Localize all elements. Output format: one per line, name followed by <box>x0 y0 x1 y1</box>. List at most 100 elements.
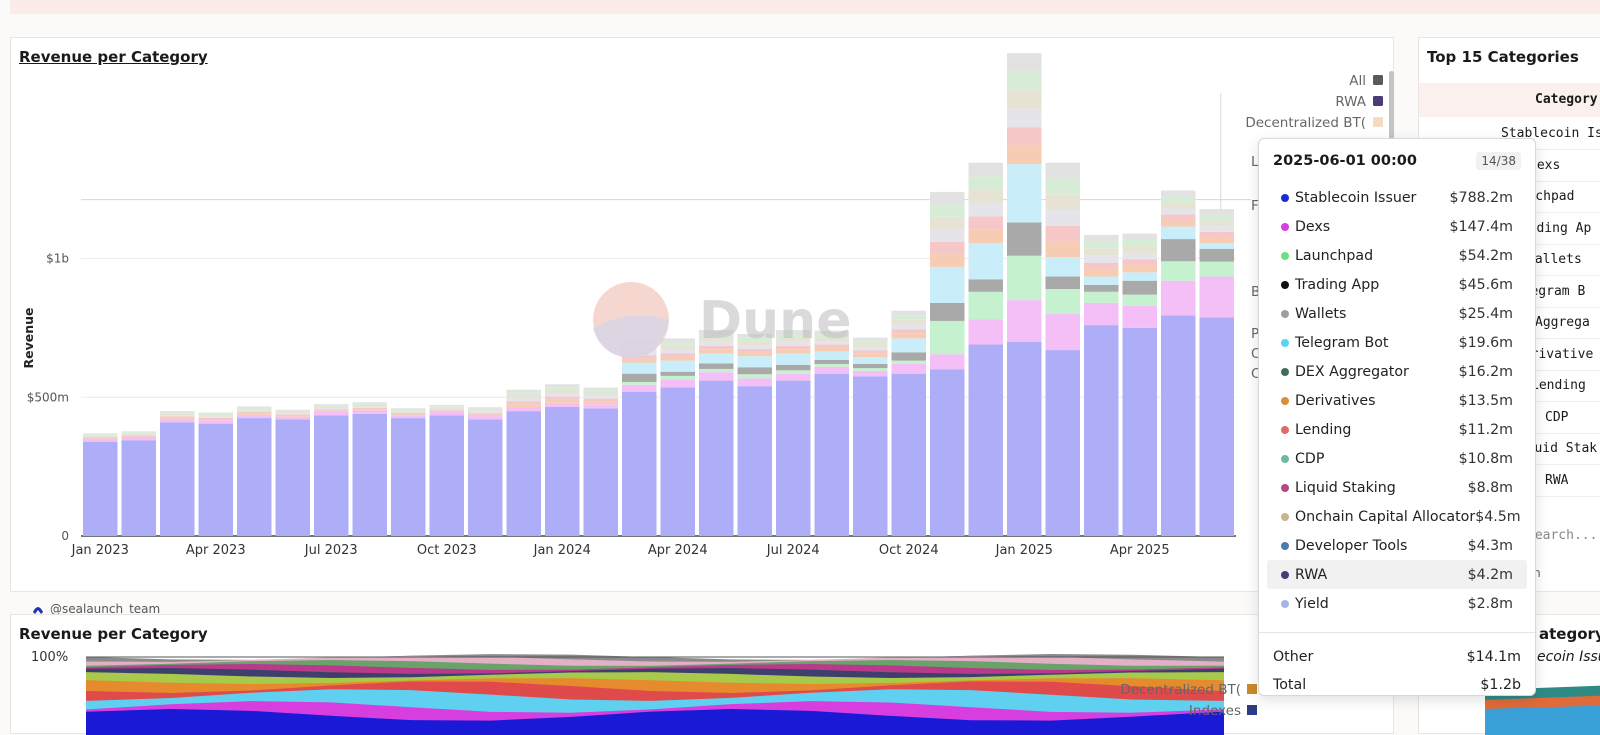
bar-segment-launchpad[interactable] <box>660 375 696 380</box>
bar-segment-other[interactable] <box>776 349 811 354</box>
bar-segment-dexs[interactable] <box>314 411 349 416</box>
bar-segment-other[interactable] <box>1161 214 1196 221</box>
bar-segment-other[interactable] <box>237 411 272 414</box>
bar-segment-other[interactable] <box>275 410 311 413</box>
bar-segment-other[interactable] <box>699 349 734 354</box>
bar-segment-other[interactable] <box>853 344 888 348</box>
bar-segment-other[interactable] <box>1122 240 1158 247</box>
bar-segment-trading-app[interactable] <box>1007 222 1042 256</box>
bar-segment-other[interactable] <box>891 319 927 325</box>
bar-segment-launchpad[interactable] <box>891 360 927 364</box>
bar-segment-stablecoin-issuer[interactable] <box>776 380 811 536</box>
bar-segment-other[interactable] <box>737 337 773 342</box>
bar-segment-other[interactable] <box>506 392 542 396</box>
bar-segment-telegram-bot[interactable] <box>1045 257 1081 277</box>
bar-segment-stablecoin-issuer[interactable] <box>1161 315 1196 536</box>
bar-segment-stablecoin-issuer[interactable] <box>1045 350 1081 536</box>
bar-segment-other[interactable] <box>930 191 965 205</box>
bar-segment-other[interactable] <box>583 393 619 396</box>
bar-segment-other[interactable] <box>583 390 619 394</box>
bar-segment-dexs[interactable] <box>506 406 542 412</box>
bar-segment-stablecoin-issuer[interactable] <box>121 440 157 536</box>
bar-segment-stablecoin-issuer[interactable] <box>1007 341 1042 536</box>
area-legend-decentralized-btc[interactable]: Decentralized BT( <box>1120 682 1241 698</box>
bar-segment-stablecoin-issuer[interactable] <box>545 406 580 536</box>
bar-segment-other[interactable] <box>737 341 773 346</box>
bar-segment-dexs[interactable] <box>352 410 388 414</box>
bar-segment-stablecoin-issuer[interactable] <box>622 391 657 536</box>
bar-segment-other[interactable] <box>1007 127 1042 146</box>
bar-segment-other[interactable] <box>352 406 388 408</box>
bar-segment-other[interactable] <box>891 310 927 316</box>
bar-segment-other[interactable] <box>814 347 850 352</box>
bar-segment-dexs[interactable] <box>891 363 927 374</box>
legend-item-fragment[interactable]: B <box>1251 284 1260 300</box>
bar-segment-other[interactable] <box>468 408 503 411</box>
bar-segment-other[interactable] <box>545 399 580 403</box>
bar-segment-other[interactable] <box>814 330 850 335</box>
bar-segment-stablecoin-issuer[interactable] <box>468 419 503 536</box>
bar-segment-other[interactable] <box>1161 220 1196 227</box>
bar-segment-other[interactable] <box>429 405 465 407</box>
bar-segment-other[interactable] <box>737 348 773 353</box>
bar-segment-other[interactable] <box>1045 241 1081 258</box>
bar-segment-other[interactable] <box>1007 71 1042 91</box>
bar-segment-other[interactable] <box>83 437 118 438</box>
bar-segment-trading-app[interactable] <box>1199 248 1235 262</box>
legend-item-fragment[interactable]: F <box>1251 198 1259 214</box>
bar-segment-other[interactable] <box>545 390 580 394</box>
bar-segment-other[interactable] <box>814 341 850 345</box>
bar-segment-stablecoin-issuer[interactable] <box>506 411 542 536</box>
bar-segment-dexs[interactable] <box>83 438 118 442</box>
bar-segment-other[interactable] <box>1045 178 1081 195</box>
bar-segment-trading-app[interactable] <box>1084 284 1119 292</box>
bar-segment-other[interactable] <box>198 416 234 418</box>
bar-segment-trading-app[interactable] <box>814 359 850 364</box>
bar-segment-telegram-bot[interactable] <box>853 357 888 364</box>
bar-segment-trading-app[interactable] <box>1045 276 1081 290</box>
bar-segment-other[interactable] <box>545 384 580 388</box>
bar-segment-dexs[interactable] <box>391 415 426 419</box>
bar-segment-other[interactable] <box>1045 162 1081 179</box>
bar-segment-stablecoin-issuer[interactable] <box>814 373 850 536</box>
bar-segment-other[interactable] <box>1084 269 1119 277</box>
bar-segment-other[interactable] <box>1045 194 1081 210</box>
bar-segment-launchpad[interactable] <box>853 368 888 371</box>
bar-segment-other[interactable] <box>545 393 580 397</box>
bar-segment-other[interactable] <box>160 411 195 413</box>
bar-segment-dexs[interactable] <box>930 354 965 370</box>
bar-segment-dexs[interactable] <box>814 366 850 374</box>
bar-segment-other[interactable] <box>699 337 734 342</box>
bar-segment-other[interactable] <box>391 410 426 412</box>
bar-segment-stablecoin-issuer[interactable] <box>352 413 388 536</box>
bar-segment-trading-app[interactable] <box>622 373 657 382</box>
bar-segment-stablecoin-issuer[interactable] <box>198 423 234 536</box>
bar-segment-other[interactable] <box>314 406 349 409</box>
bar-segment-stablecoin-issuer[interactable] <box>737 386 773 536</box>
bar-segment-other[interactable] <box>1199 231 1235 238</box>
bar-segment-other[interactable] <box>429 409 465 411</box>
bar-segment-dexs[interactable] <box>198 420 234 424</box>
bar-segment-stablecoin-issuer[interactable] <box>83 441 118 536</box>
bar-segment-other[interactable] <box>83 436 118 438</box>
bar-segment-other[interactable] <box>622 358 657 363</box>
bar-segment-other[interactable] <box>737 333 773 338</box>
bar-segment-stablecoin-issuer[interactable] <box>891 373 927 536</box>
bar-segment-other[interactable] <box>583 387 619 391</box>
bar-segment-other[interactable] <box>121 432 157 434</box>
bar-segment-stablecoin-issuer[interactable] <box>1084 325 1119 536</box>
bar-segment-other[interactable] <box>121 435 157 437</box>
bar-segment-trading-app[interactable] <box>776 364 811 371</box>
bar-segment-dexs[interactable] <box>776 373 811 381</box>
bar-segment-stablecoin-issuer[interactable] <box>275 419 311 536</box>
bar-segment-other[interactable] <box>660 345 696 350</box>
bar-segment-other[interactable] <box>275 413 311 415</box>
bar-segment-other[interactable] <box>160 413 195 416</box>
bar-segment-other[interactable] <box>391 409 426 411</box>
bar-segment-other[interactable] <box>660 356 696 361</box>
bar-segment-other[interactable] <box>506 395 542 399</box>
bar-segment-telegram-bot[interactable] <box>622 362 657 374</box>
bar-segment-trading-app[interactable] <box>853 363 888 369</box>
bar-segment-other[interactable] <box>1045 209 1081 226</box>
bar-segment-other[interactable] <box>121 431 157 433</box>
